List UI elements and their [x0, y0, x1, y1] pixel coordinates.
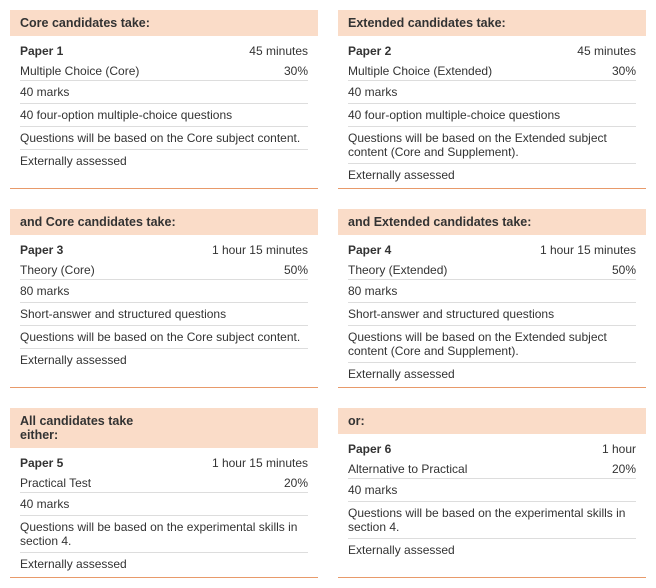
paper-duration: 1 hour 15 minutes [212, 456, 308, 470]
row-paper-duration: Paper 2 45 minutes [348, 40, 636, 62]
card-body: Paper 5 1 hour 15 minutes Practical Test 20… [10, 448, 318, 577]
paper-card: and Extended candidates take: Paper 4 1 ho… [338, 209, 646, 388]
paper-format: Short-answer and structured questions [348, 302, 636, 325]
paper-marks: 40 marks [20, 492, 308, 515]
row-subtitle-weight: Alternative to Practical 20% [348, 460, 636, 478]
card-body: Paper 1 45 minutes Multiple Choice (Core) 3… [10, 36, 318, 174]
paper-card: All candidates take either: Paper 5 1 hour… [10, 408, 318, 578]
paper-duration: 45 minutes [577, 44, 636, 58]
paper-marks: 40 marks [348, 80, 636, 103]
paper-format: 40 four-option multiple-choice questions [20, 103, 308, 126]
paper-title: Paper 2 [348, 44, 391, 58]
row-subtitle-weight: Multiple Choice (Core) 30% [20, 62, 308, 80]
paper-format: 40 four-option multiple-choice questions [348, 103, 636, 126]
paper-duration: 1 hour [602, 442, 636, 456]
paper-card: or: Paper 6 1 hour Alternative to Practical… [338, 408, 646, 578]
card-header: or: [338, 408, 646, 434]
paper-assessed: Externally assessed [348, 538, 636, 561]
card-header: and Core candidates take: [10, 209, 318, 235]
paper-weight: 20% [612, 462, 636, 476]
paper-assessed: Externally assessed [20, 552, 308, 575]
paper-subtitle: Multiple Choice (Extended) [348, 64, 492, 78]
row-paper-duration: Paper 5 1 hour 15 minutes [20, 452, 308, 474]
card-header: Extended candidates take: [338, 10, 646, 36]
paper-format: Short-answer and structured questions [20, 302, 308, 325]
paper-duration: 1 hour 15 minutes [540, 243, 636, 257]
paper-card: and Core candidates take: Paper 3 1 hour 1… [10, 209, 318, 388]
paper-assessed: Externally assessed [20, 348, 308, 371]
card-body: Paper 2 45 minutes Multiple Choice (Extend… [338, 36, 646, 188]
paper-marks: 40 marks [20, 80, 308, 103]
paper-title: Paper 6 [348, 442, 391, 456]
paper-weight: 30% [612, 64, 636, 78]
card-header: Core candidates take: [10, 10, 318, 36]
paper-assessed: Externally assessed [348, 362, 636, 385]
paper-duration: 45 minutes [249, 44, 308, 58]
paper-basis: Questions will be based on the Extended … [348, 325, 636, 362]
paper-weight: 50% [284, 263, 308, 277]
paper-title: Paper 3 [20, 243, 63, 257]
paper-card: Core candidates take: Paper 1 45 minutes Mu… [10, 10, 318, 189]
cards-grid: Core candidates take: Paper 1 45 minutes Mu… [10, 10, 646, 578]
paper-weight: 20% [284, 476, 308, 490]
paper-marks: 80 marks [20, 279, 308, 302]
paper-marks: 40 marks [348, 478, 636, 501]
paper-subtitle: Theory (Core) [20, 263, 95, 277]
card-body: Paper 6 1 hour Alternative to Practical 20%… [338, 434, 646, 563]
paper-basis: Questions will be based on the experimen… [20, 515, 308, 552]
card-body: Paper 3 1 hour 15 minutes Theory (Core) 50%… [10, 235, 318, 373]
paper-assessed: Externally assessed [348, 163, 636, 186]
card-header: All candidates take either: [10, 408, 318, 448]
row-paper-duration: Paper 1 45 minutes [20, 40, 308, 62]
paper-subtitle: Theory (Extended) [348, 263, 447, 277]
paper-basis: Questions will be based on the Core subj… [20, 325, 308, 348]
row-subtitle-weight: Theory (Core) 50% [20, 261, 308, 279]
paper-basis: Questions will be based on the experimen… [348, 501, 636, 538]
paper-weight: 50% [612, 263, 636, 277]
paper-duration: 1 hour 15 minutes [212, 243, 308, 257]
paper-card: Extended candidates take: Paper 2 45 minut… [338, 10, 646, 189]
paper-basis: Questions will be based on the Core subj… [20, 126, 308, 149]
paper-title: Paper 4 [348, 243, 391, 257]
row-subtitle-weight: Practical Test 20% [20, 474, 308, 492]
card-header: and Extended candidates take: [338, 209, 646, 235]
card-body: Paper 4 1 hour 15 minutes Theory (Extended… [338, 235, 646, 387]
paper-subtitle: Practical Test [20, 476, 91, 490]
header-text: All candidates take either: [20, 414, 160, 442]
paper-marks: 80 marks [348, 279, 636, 302]
paper-subtitle: Multiple Choice (Core) [20, 64, 139, 78]
paper-basis: Questions will be based on the Extended … [348, 126, 636, 163]
paper-subtitle: Alternative to Practical [348, 462, 467, 476]
row-subtitle-weight: Multiple Choice (Extended) 30% [348, 62, 636, 80]
paper-weight: 30% [284, 64, 308, 78]
row-subtitle-weight: Theory (Extended) 50% [348, 261, 636, 279]
paper-title: Paper 1 [20, 44, 63, 58]
paper-assessed: Externally assessed [20, 149, 308, 172]
row-paper-duration: Paper 4 1 hour 15 minutes [348, 239, 636, 261]
paper-title: Paper 5 [20, 456, 63, 470]
row-paper-duration: Paper 3 1 hour 15 minutes [20, 239, 308, 261]
row-paper-duration: Paper 6 1 hour [348, 438, 636, 460]
